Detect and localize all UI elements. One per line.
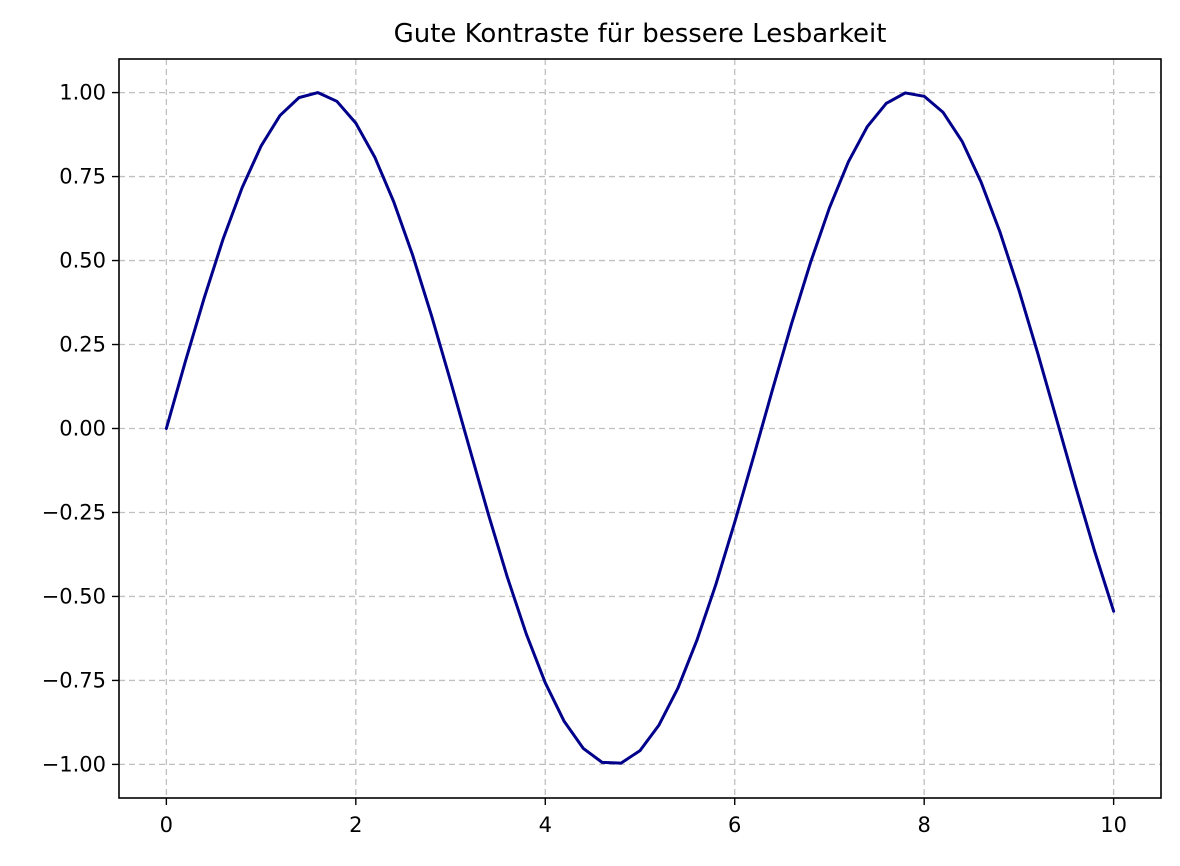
y-tick-label: 0.00: [59, 417, 106, 441]
x-axis: 0 2 4 6 8 10: [160, 798, 1127, 837]
grid-layer: [119, 59, 1161, 798]
y-tick-label: −0.50: [42, 584, 106, 608]
y-tick-label: 0.50: [59, 249, 106, 273]
chart-title: Gute Kontraste für bessere Lesbarkeit: [394, 19, 887, 49]
y-tick-label: 0.75: [59, 165, 106, 189]
y-tick-label: 0.25: [59, 333, 106, 357]
x-tick-label: 6: [728, 813, 741, 837]
x-tick-label: 10: [1100, 813, 1127, 837]
x-tick-label: 0: [160, 813, 173, 837]
series-layer: [164, 91, 1116, 765]
y-tick-label: −0.25: [42, 500, 106, 524]
y-tick-label: −1.00: [42, 752, 106, 776]
x-tick-label: 8: [917, 813, 930, 837]
y-tick-label: −0.75: [42, 668, 106, 692]
y-axis: 1.00 0.75 0.50 0.25 0.00 −0.25 −0.50 −0.75 −1.00: [42, 81, 119, 776]
x-tick-label: 4: [539, 813, 552, 837]
y-tick-label: 1.00: [59, 81, 106, 105]
x-tick-label: 2: [349, 813, 362, 837]
sine-series-line: [164, 91, 1116, 765]
